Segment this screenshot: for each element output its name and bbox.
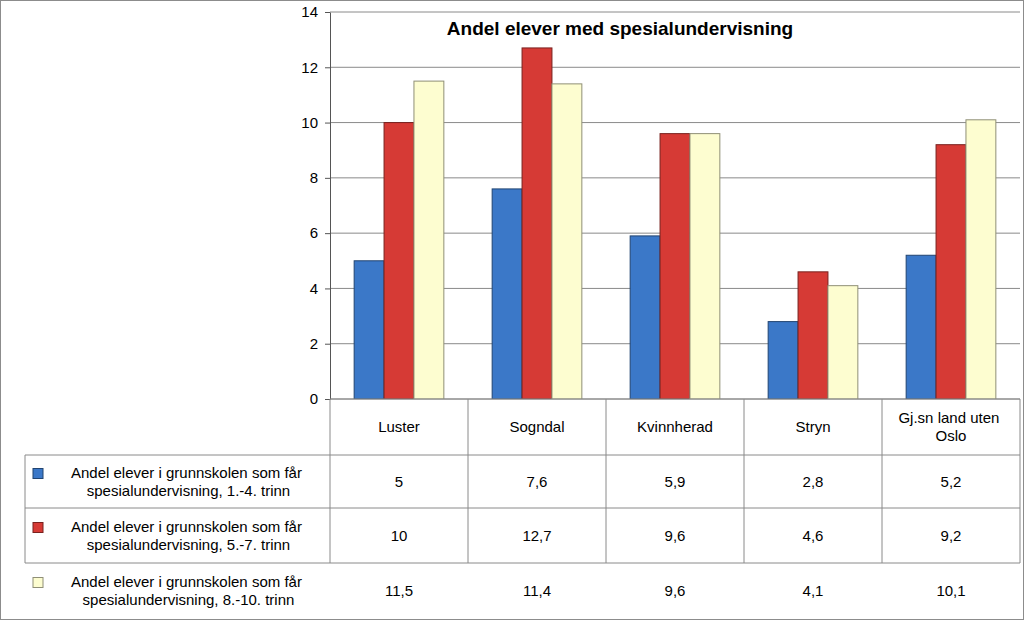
- category-label-line: Kvinnherad: [637, 418, 713, 435]
- bar: [384, 123, 414, 399]
- y-tick: 0: [310, 390, 330, 407]
- table-value: 10: [391, 527, 408, 544]
- table-line: [330, 399, 331, 563]
- table-value: 11,5: [385, 582, 413, 599]
- grid-line: [330, 67, 1020, 68]
- category-label: Gj.sn land uten Oslo: [898, 409, 1003, 444]
- table-value: 4,1: [803, 582, 824, 599]
- bar: [690, 134, 720, 399]
- bar: [660, 134, 690, 399]
- legend-key: [33, 469, 43, 479]
- bar: [798, 272, 828, 399]
- legend-label-line: spesialundervisning, 1.-4. trinn: [87, 482, 290, 499]
- legend-key: [33, 523, 43, 533]
- table-value: 7,6: [527, 473, 548, 490]
- y-tick-label: 2: [310, 335, 318, 352]
- bar: [552, 84, 582, 399]
- chart: 0 2 4 6 8 10 12 14 Andel elever med spesialunder…: [0, 0, 1024, 620]
- bar: [492, 189, 522, 399]
- category-label-line: Luster: [378, 418, 420, 435]
- data-table: Luster Sogndal Kvinnherad Stryn Gj.sn land u…: [25, 399, 1020, 608]
- y-tick-label: 6: [310, 224, 318, 241]
- y-tick-mark: [325, 67, 330, 68]
- y-tick-label: 10: [301, 114, 318, 131]
- legend-label-line: spesialundervisning, 8.-10. trinn: [83, 591, 295, 608]
- table-line: [25, 508, 1020, 509]
- table-value: 5,2: [941, 473, 962, 490]
- y-tick-mark: [325, 399, 330, 400]
- legend-label: Andel elever i grunnskolen som får spesi…: [71, 573, 306, 608]
- bar: [936, 145, 966, 399]
- y-tick: 2: [310, 335, 330, 352]
- grid-line: [330, 12, 1020, 13]
- category-label-line: Sogndal: [509, 418, 564, 435]
- legend-label: Andel elever i grunnskolen som får spesi…: [71, 518, 306, 553]
- category-label-line: Stryn: [795, 418, 830, 435]
- table-value: 5: [395, 473, 403, 490]
- y-tick-mark: [325, 344, 330, 345]
- y-tick-mark: [325, 178, 330, 179]
- table-value: 10,1: [936, 582, 965, 599]
- bar: [630, 236, 660, 399]
- y-tick-label: 0: [310, 390, 318, 407]
- table-value: 9,6: [665, 527, 686, 544]
- table-line: [1020, 399, 1021, 563]
- y-tick: 10: [301, 114, 330, 131]
- legend-label-line: Andel elever i grunnskolen som får: [71, 573, 306, 590]
- chart-frame: [1, 1, 1024, 620]
- legend-label: Andel elever i grunnskolen som får spesi…: [71, 464, 306, 499]
- category-label: Luster: [378, 418, 420, 435]
- grid: [330, 12, 1020, 399]
- table-value: 9,2: [941, 527, 962, 544]
- table-value: 9,6: [665, 582, 686, 599]
- table-value: 4,6: [803, 527, 824, 544]
- table-line: [468, 399, 469, 563]
- y-tick: 8: [310, 169, 330, 186]
- table-line: [330, 399, 1020, 400]
- category-label-line: Oslo: [936, 427, 967, 444]
- bars: [354, 48, 996, 399]
- chart-title: Andel elever med spesialundervisning: [447, 18, 793, 39]
- y-tick-label: 14: [301, 3, 318, 20]
- bar: [828, 286, 858, 399]
- table-line: [25, 563, 1020, 564]
- table-line: [25, 455, 26, 563]
- y-tick-mark: [325, 233, 330, 234]
- y-tick: 12: [301, 59, 330, 76]
- table-line: [882, 399, 883, 563]
- bar: [414, 81, 444, 399]
- legend-key: [33, 578, 43, 588]
- grid-line: [330, 399, 1020, 400]
- bar: [966, 120, 996, 399]
- y-tick: 14: [301, 3, 330, 20]
- y-tick-label: 4: [310, 280, 318, 297]
- table-line: [744, 399, 745, 563]
- category-label: Stryn: [795, 418, 830, 435]
- table-value: 11,4: [523, 582, 551, 599]
- table-line: [25, 455, 1020, 456]
- category-label: Kvinnherad: [637, 418, 713, 435]
- legend-label-line: spesialundervisning, 5.-7. trinn: [87, 536, 290, 553]
- bar: [354, 261, 384, 399]
- legend-label-line: Andel elever i grunnskolen som får: [71, 464, 306, 481]
- legend-label-line: Andel elever i grunnskolen som får: [71, 518, 306, 535]
- y-axis: 0 2 4 6 8 10 12 14: [301, 3, 330, 407]
- y-tick-label: 12: [301, 59, 318, 76]
- y-tick-mark: [325, 288, 330, 289]
- table-line: [606, 399, 607, 563]
- y-tick: 4: [310, 280, 330, 297]
- y-axis-line: [330, 13, 331, 400]
- table-value: 5,9: [665, 473, 686, 490]
- y-tick-label: 8: [310, 169, 318, 186]
- table-value: 2,8: [803, 473, 824, 490]
- y-tick-mark: [325, 12, 330, 13]
- y-tick: 6: [310, 224, 330, 241]
- bar: [522, 48, 552, 399]
- table-value: 12,7: [522, 527, 551, 544]
- category-label-line: Gj.sn land uten: [898, 409, 1003, 426]
- bar: [906, 255, 936, 399]
- bar: [768, 322, 798, 399]
- y-tick-mark: [325, 123, 330, 124]
- category-label: Sogndal: [509, 418, 564, 435]
